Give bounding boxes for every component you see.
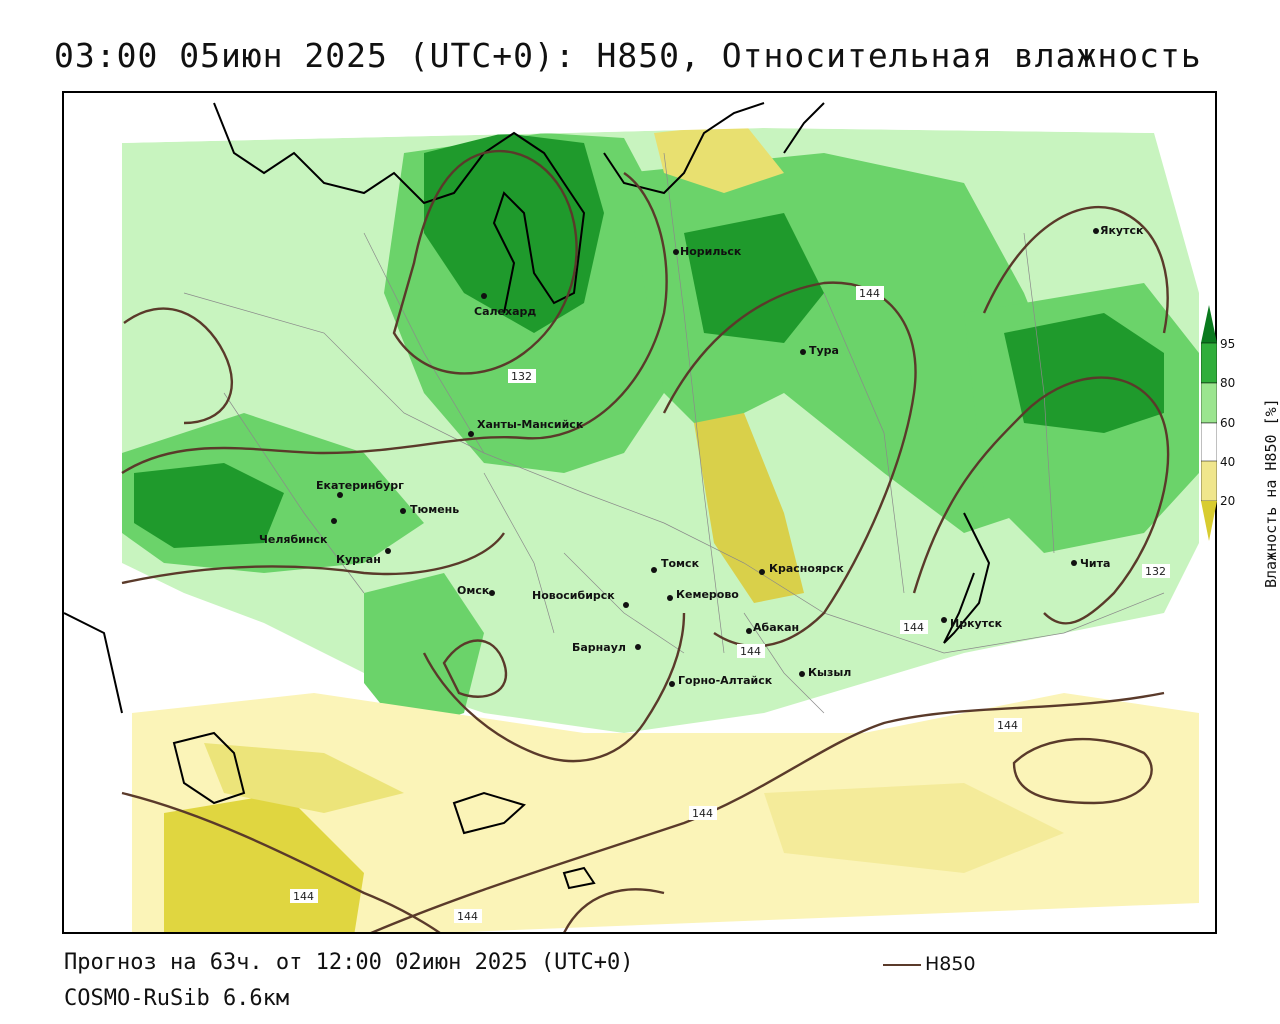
svg-text:132: 132 xyxy=(1145,565,1166,578)
city-dot xyxy=(385,548,391,554)
city-label: Челябинск xyxy=(259,533,328,546)
city-label: Абакан xyxy=(753,621,799,634)
colorbar-title: Влажность на H850 [%] xyxy=(1262,398,1280,588)
city-dot xyxy=(623,602,629,608)
svg-text:144: 144 xyxy=(859,287,880,300)
city-label: Красноярск xyxy=(769,562,844,575)
city-label: Омск xyxy=(457,584,490,597)
city-label: Новосибирск xyxy=(532,589,615,602)
city-dot xyxy=(941,617,947,623)
city-dot xyxy=(635,644,641,650)
city-dot xyxy=(746,628,752,634)
svg-text:144: 144 xyxy=(692,807,713,820)
colorbar-tick: 80 xyxy=(1220,376,1236,390)
region-borders xyxy=(183,152,1165,714)
h850-contours xyxy=(121,150,1170,932)
city-label: Ханты-Мансийск xyxy=(477,418,584,431)
city-dot xyxy=(337,492,343,498)
svg-text:144: 144 xyxy=(293,890,314,903)
city-label: Горно-Алтайск xyxy=(678,674,773,687)
svg-text:144: 144 xyxy=(740,645,761,658)
svg-text:144: 144 xyxy=(997,719,1018,732)
city-label: Норильск xyxy=(680,245,742,258)
humidity-colorbar xyxy=(1201,305,1217,541)
city-dot xyxy=(799,671,805,677)
city-label: Чита xyxy=(1080,557,1110,570)
city-dot xyxy=(1093,228,1099,234)
city-dot xyxy=(400,508,406,514)
city-label: Якутск xyxy=(1100,224,1144,237)
city-label: Кызыл xyxy=(808,666,851,679)
city-dot xyxy=(468,431,474,437)
h850-legend-line xyxy=(883,964,921,966)
city-label: Барнаул xyxy=(572,641,626,654)
city-dot xyxy=(667,595,673,601)
city-label: Тюмень xyxy=(410,503,459,516)
map-panel: 132 144 144 144 144 144 144 132 144 Сале… xyxy=(62,91,1217,934)
contour-labels: 132 144 144 144 144 144 144 132 144 xyxy=(290,286,1170,923)
forecast-info: Прогноз на 63ч. от 12:00 02июн 2025 (UTC… xyxy=(64,950,634,975)
city-label: Иркутск xyxy=(950,617,1003,630)
city-dot xyxy=(800,349,806,355)
humidity-map: 132 144 144 144 144 144 144 132 144 Сале… xyxy=(64,93,1215,932)
city-label: Тура xyxy=(809,344,839,357)
city-dot xyxy=(651,567,657,573)
city-label: Салехард xyxy=(474,305,536,318)
humidity-field xyxy=(64,93,1215,932)
cities: Салехард Норильск Якутск Тура Ханты-Манс… xyxy=(259,224,1144,687)
city-label: Курган xyxy=(336,553,381,566)
colorbar-tick: 20 xyxy=(1220,494,1236,508)
city-dot xyxy=(669,681,675,687)
city-dot xyxy=(481,293,487,299)
model-name: COSMO-RuSib 6.6км xyxy=(64,986,290,1011)
city-dot xyxy=(331,518,337,524)
svg-text:144: 144 xyxy=(903,621,924,634)
city-dot xyxy=(1071,560,1077,566)
city-label: Кемерово xyxy=(676,588,739,601)
svg-text:132: 132 xyxy=(511,370,532,383)
map-title: 03:00 05июн 2025 (UTC+0): H850, Относите… xyxy=(54,36,1202,75)
h850-legend-label: H850 xyxy=(925,953,976,975)
coastlines xyxy=(64,102,991,890)
city-dot xyxy=(759,569,765,575)
city-dot xyxy=(673,249,679,255)
colorbar-tick: 60 xyxy=(1220,416,1236,430)
svg-text:144: 144 xyxy=(457,910,478,923)
city-dot xyxy=(489,590,495,596)
colorbar-tick: 40 xyxy=(1220,455,1236,469)
city-label: Томск xyxy=(661,557,700,570)
colorbar-tick: 95 xyxy=(1220,337,1236,351)
city-label: Екатеринбург xyxy=(316,479,404,492)
